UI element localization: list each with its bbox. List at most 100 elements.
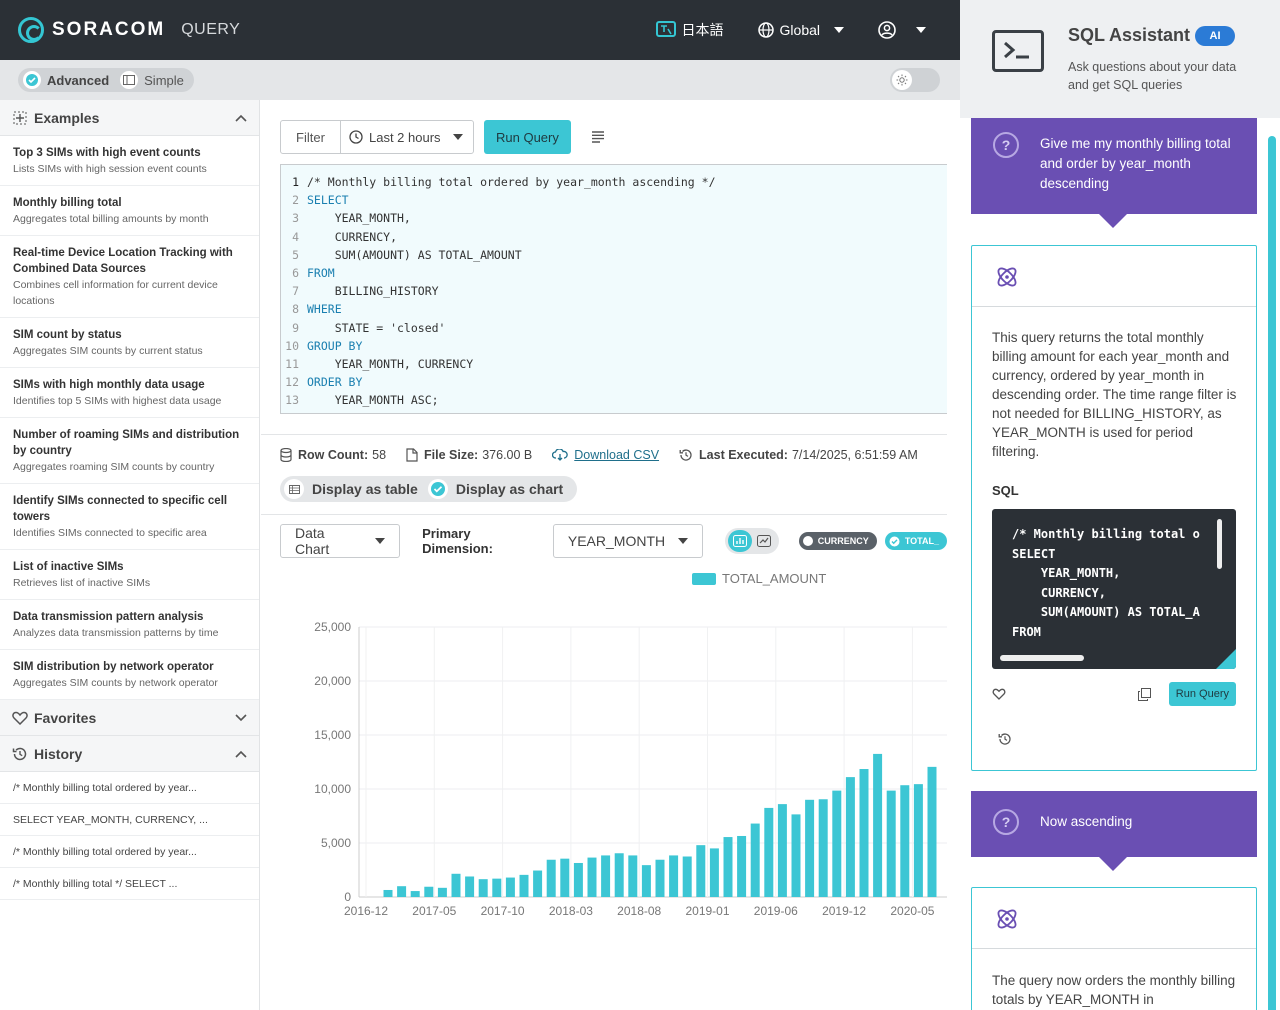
sql-line: SELECT <box>1012 546 1056 561</box>
bar <box>737 835 747 897</box>
chevron-down-icon <box>235 713 247 721</box>
display-mode-toggle[interactable]: Display as table Display as chart <box>280 476 578 502</box>
bar <box>397 886 407 897</box>
query-toolbar: Filter Last 2 hours Run Query <box>280 120 605 154</box>
run-query-button[interactable]: Run Query <box>484 120 571 154</box>
examples-label: Examples <box>34 109 100 126</box>
history-icon[interactable] <box>998 732 1012 746</box>
bar <box>437 887 447 897</box>
y-tick-label: 10,000 <box>314 782 351 796</box>
examples-header[interactable]: Examples <box>0 100 259 136</box>
theme-toggle[interactable] <box>890 68 940 92</box>
example-item[interactable]: List of inactive SIMs Retrieves list of i… <box>0 550 259 600</box>
code-line: 2 SELECT <box>281 191 947 209</box>
currency-column-chip[interactable]: CURRENCY <box>798 532 877 550</box>
example-description: Identifies top 5 SIMs with highest data … <box>13 395 222 407</box>
example-title: Top 3 SIMs with high event counts <box>13 147 201 159</box>
sql-editor[interactable]: 1 /* Monthly billing total ordered by yea… <box>280 164 947 414</box>
display-chart-option[interactable]: Display as chart <box>427 479 573 499</box>
download-csv[interactable]: Download CSV <box>552 448 659 462</box>
billing-bar-chart: TOTAL_AMOUNT 0 5,000 10,000 15,000 20,000 25,0… <box>261 565 947 918</box>
example-item[interactable]: SIM count by status Aggregates SIM counts… <box>0 318 259 368</box>
line-number: 13 <box>285 393 299 408</box>
example-description: Identifies SIMs connected to specific ar… <box>13 527 207 539</box>
history-icon <box>12 747 27 760</box>
conversation-scrollbar[interactable] <box>1268 136 1276 1010</box>
history-item[interactable]: /* Monthly billing total */ SELECT ... <box>0 868 259 900</box>
heart-icon[interactable] <box>992 688 1006 700</box>
language-switch[interactable]: 日本語 <box>655 20 724 40</box>
example-item[interactable]: Data transmission pattern analysis Analyz… <box>0 600 259 650</box>
bar <box>696 845 706 897</box>
display-table-option[interactable]: Display as table <box>284 479 428 499</box>
chart-type-select[interactable]: Data Chart <box>280 524 401 558</box>
code-text: ORDER BY <box>307 375 363 390</box>
history-item[interactable]: /* Monthly billing total ordered by year… <box>0 836 259 868</box>
answer-run-query-button[interactable]: Run Query <box>1168 682 1236 706</box>
history-item[interactable]: SELECT YEAR_MONTH, CURRENCY, ... <box>0 804 259 836</box>
assistant-conversation[interactable]: ? Give me my monthly billing total and o… <box>960 118 1280 1010</box>
favorites-header[interactable]: Favorites <box>0 700 259 736</box>
example-item[interactable]: SIMs with high monthly data usage Identif… <box>0 368 259 418</box>
filter-button[interactable]: Filter <box>281 121 341 153</box>
bar <box>845 777 855 897</box>
display-table-label: Display as table <box>312 481 418 497</box>
code-line: 8 WHERE <box>281 300 947 318</box>
cloud-download-icon <box>552 449 569 461</box>
example-item[interactable]: SIM distribution by network operator Aggr… <box>0 650 259 700</box>
example-item[interactable]: Number of roaming SIMs and distribution … <box>0 418 259 484</box>
answer-text: The query now orders the monthly billing… <box>992 973 1236 1007</box>
line-number: 1 <box>292 175 299 190</box>
code-text: YEAR_MONTH ASC; <box>307 393 439 408</box>
generated-sql-block[interactable]: /* Monthly billing total o SELECT YEAR_MO… <box>992 509 1236 669</box>
time-range-select[interactable]: Last 2 hours <box>341 121 473 153</box>
check-circle-icon <box>889 536 900 546</box>
x-tick-label: 2018-03 <box>549 904 593 915</box>
region-select[interactable]: Global <box>757 22 844 38</box>
format-icon[interactable] <box>591 131 605 143</box>
example-item[interactable]: Identify SIMs connected to specific cell… <box>0 484 259 550</box>
y-tick-label: 25,000 <box>314 620 351 634</box>
history-list: /* Monthly billing total ordered by year… <box>0 772 259 900</box>
last-executed-value: 7/14/2025, 6:51:59 AM <box>791 448 918 462</box>
currency-chip-label: CURRENCY <box>817 536 869 546</box>
x-tick-label: 2017-10 <box>481 904 525 915</box>
example-description: Aggregates roaming SIM counts by country <box>13 461 215 473</box>
soracom-logo[interactable]: SORACOM QUERY <box>18 17 240 43</box>
example-title: Number of roaming SIMs and distribution … <box>13 429 240 457</box>
mode-simple[interactable]: Simple <box>117 70 192 90</box>
bar <box>873 753 883 897</box>
resize-handle[interactable] <box>1216 649 1236 669</box>
bar <box>478 879 488 897</box>
bar-chart-option[interactable] <box>727 530 752 552</box>
code-text: CURRENCY, <box>307 229 398 244</box>
chart-style-toggle[interactable] <box>724 528 779 554</box>
ai-badge: AI <box>1195 26 1235 46</box>
check-circle-icon <box>430 482 445 496</box>
x-tick-label: 2019-12 <box>822 904 866 915</box>
mode-advanced[interactable]: Advanced <box>20 70 117 90</box>
history-item[interactable]: /* Monthly billing total ordered by year… <box>0 772 259 804</box>
line-chart-option[interactable] <box>752 530 776 552</box>
bar <box>791 814 801 897</box>
legend-label: TOTAL_AMOUNT <box>722 571 826 586</box>
sql-vertical-scrollbar[interactable] <box>1217 519 1222 569</box>
chevron-down-icon <box>834 27 844 33</box>
sql-horizontal-scrollbar[interactable] <box>1000 655 1084 661</box>
example-item[interactable]: Top 3 SIMs with high event counts Lists S… <box>0 136 259 186</box>
user-menu[interactable] <box>878 21 926 39</box>
copy-icon[interactable] <box>1137 687 1151 701</box>
mode-toggle[interactable]: Advanced Simple <box>18 68 194 92</box>
example-item[interactable]: Real-time Device Location Tracking with … <box>0 236 259 318</box>
mode-advanced-label: Advanced <box>47 72 110 88</box>
user-question: ? Now ascending <box>971 791 1257 871</box>
primary-dimension-select[interactable]: YEAR_MONTH <box>552 524 703 558</box>
assistant-header: SQL Assistant AI Ask questions about you… <box>960 0 1280 118</box>
download-csv-link[interactable]: Download CSV <box>574 448 660 462</box>
code-line: 4 CURRENCY, <box>281 228 947 246</box>
history-header[interactable]: History <box>0 736 259 772</box>
divider <box>261 514 947 515</box>
chevron-down-icon <box>453 134 463 140</box>
example-item[interactable]: Monthly billing total Aggregates total bi… <box>0 186 259 236</box>
total-amount-column-chip[interactable]: TOTAL_ <box>884 532 947 550</box>
